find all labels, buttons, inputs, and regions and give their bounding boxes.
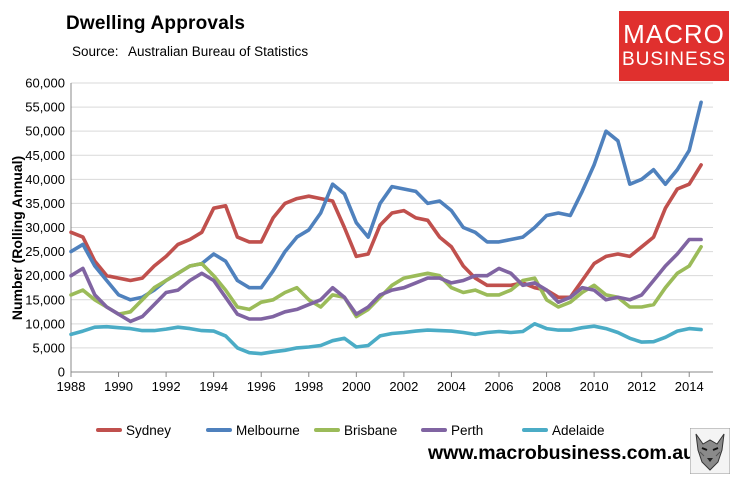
y-tick-label: 0 (58, 365, 65, 380)
source-label: Source: (72, 44, 119, 59)
y-tick-label: 35,000 (25, 196, 65, 211)
x-tick-label: 2010 (580, 379, 609, 394)
legend-item-brisbane: Brisbane (314, 423, 397, 438)
x-tick-label: 2004 (437, 379, 466, 394)
legend-label: Brisbane (344, 423, 398, 438)
y-tick-label: 20,000 (25, 268, 65, 283)
axis-layer (70, 83, 713, 377)
label-layer: 0 5,000 10,000 15,000 20,000 25,000 30,000 35,0… (25, 76, 703, 395)
legend-item-sydney: Sydney (96, 423, 171, 438)
grid-layer (71, 82, 713, 349)
x-tick-label: 1990 (104, 379, 133, 394)
y-tick-label: 25,000 (25, 244, 65, 259)
x-tick-label: 2008 (532, 379, 561, 394)
legend-item-melbourne: Melbourne (206, 423, 300, 438)
y-tick-label: 60,000 (25, 76, 65, 91)
logo-line-1: MACRO (623, 19, 725, 49)
brand-logo: MACRO BUSINESS (619, 11, 729, 81)
x-tick-label: 1998 (294, 379, 323, 394)
y-tick-label: 10,000 (25, 316, 65, 331)
x-tick-label: 1992 (152, 379, 181, 394)
x-tick-label: 2002 (389, 379, 418, 394)
page-title: Dwelling Approvals (66, 13, 246, 34)
x-tick-label: 2006 (485, 379, 514, 394)
y-tick-label: 45,000 (25, 148, 65, 163)
legend-swatch (314, 428, 340, 433)
y-tick-label: 5,000 (32, 340, 65, 355)
y-tick-label: 15,000 (25, 292, 65, 307)
x-tick-label: 2012 (627, 379, 656, 394)
logo-line-2: BUSINESS (621, 49, 727, 70)
x-tick-label: 1996 (247, 379, 276, 394)
series-line-perth (69, 237, 703, 324)
y-tick-label: 40,000 (25, 172, 65, 187)
legend-label: Sydney (126, 423, 172, 438)
x-tick-label: 2014 (675, 379, 704, 394)
x-tick-label: 2000 (342, 379, 371, 394)
legend-label: Perth (451, 423, 484, 438)
series-line-melbourne (69, 100, 703, 302)
source-value: Australian Bureau of Statistics (128, 44, 309, 59)
legend-label: Melbourne (236, 423, 300, 438)
legend-item-adelaide: Adelaide (522, 423, 605, 438)
legend-swatch (96, 428, 122, 433)
site-url: www.macrobusiness.com.au (428, 442, 695, 464)
series-layer (69, 100, 703, 356)
legend-item-perth: Perth (421, 423, 483, 438)
y-axis-title: Number (Rolling Annual) (9, 156, 25, 320)
wolf-icon (690, 428, 730, 474)
x-tick-label: 1988 (57, 379, 86, 394)
y-tick-label: 55,000 (25, 100, 65, 115)
y-tick-label: 30,000 (25, 220, 65, 235)
legend-label: Adelaide (552, 423, 605, 438)
series-line-adelaide (69, 321, 703, 356)
x-tick-label: 1994 (199, 379, 228, 394)
legend-swatch (421, 428, 447, 433)
series-line-sydney (69, 163, 703, 300)
y-tick-label: 50,000 (25, 124, 65, 139)
legend-swatch (206, 428, 232, 433)
legend-swatch (522, 428, 548, 433)
